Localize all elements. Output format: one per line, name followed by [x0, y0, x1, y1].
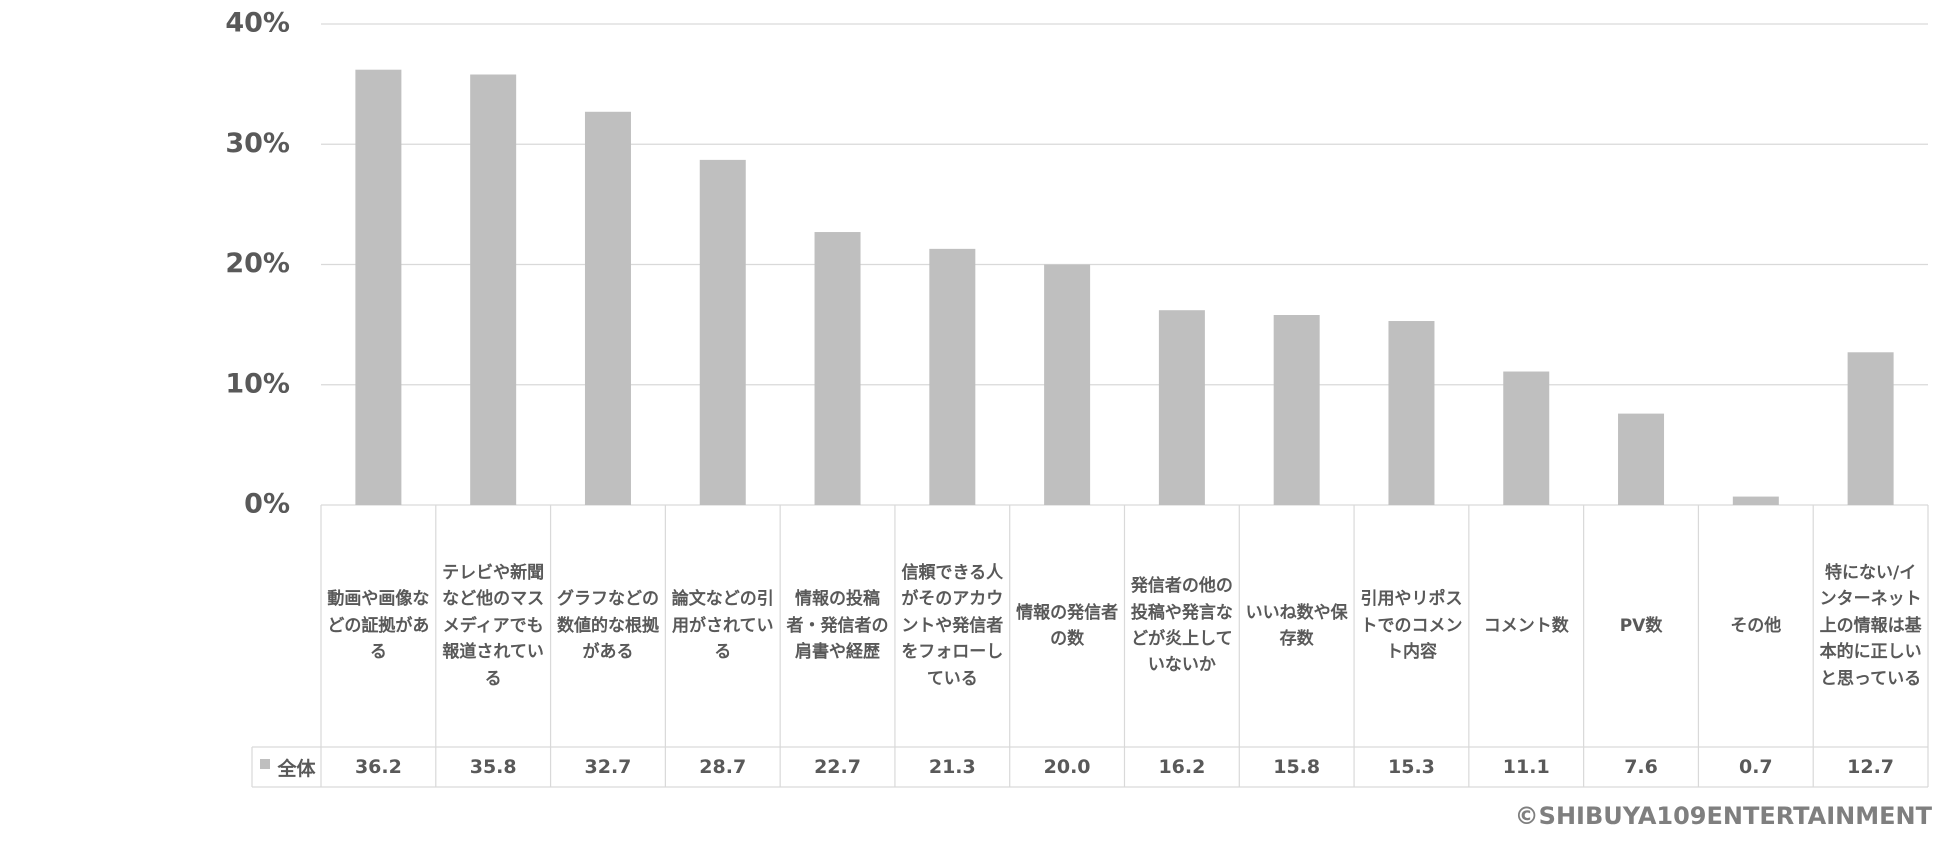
value-label: 28.7 — [699, 756, 747, 778]
y-tick-label: 40% — [225, 8, 290, 39]
bar — [1847, 352, 1894, 505]
value-label: 12.7 — [1847, 756, 1895, 778]
x-tick-label: 情報の発信者の数 — [1016, 602, 1119, 649]
x-tick-label: グラフなどの数値的な根拠がある — [556, 589, 659, 663]
bar — [814, 232, 861, 505]
bar — [355, 69, 402, 505]
bar — [1503, 371, 1550, 505]
x-tick-label: いいね数や保存数 — [1245, 602, 1348, 649]
x-tick-label: 動画や画像などの証拠がある — [327, 589, 430, 663]
x-tick-label: コメント数 — [1483, 615, 1569, 636]
value-label: 36.2 — [354, 756, 402, 778]
y-tick-label: 10% — [225, 368, 290, 399]
credit: ©SHIBUYA109ENTERTAINMENT — [1514, 802, 1932, 830]
bar — [1044, 264, 1091, 505]
x-tick-label: PV数 — [1619, 615, 1663, 636]
bar — [470, 74, 517, 505]
x-tick-label: 論文などの引用がされている — [671, 589, 774, 663]
bar — [699, 159, 746, 505]
value-label: 32.7 — [584, 756, 632, 778]
bar — [1618, 413, 1665, 505]
x-tick-label: 引用やリポストでのコメント内容 — [1360, 589, 1463, 663]
y-tick-label: 30% — [225, 128, 290, 159]
value-label: 21.3 — [928, 756, 976, 778]
x-tick-label: その他 — [1730, 615, 1782, 636]
bar — [929, 248, 976, 505]
value-label: 15.3 — [1388, 756, 1435, 778]
legend-label: 全体 — [277, 757, 316, 780]
x-tick-label: テレビや新聞など他のマスメディアでも報道されている — [442, 563, 545, 689]
x-tick-label: 信頼できる人がそのアカウントや発信者をフォローしている — [901, 563, 1004, 689]
value-label: 0.7 — [1738, 756, 1773, 778]
bar — [1388, 321, 1435, 505]
legend-swatch — [260, 759, 270, 769]
bar — [1732, 496, 1779, 505]
value-label: 35.8 — [469, 756, 517, 778]
bar — [1158, 310, 1205, 505]
bar — [584, 111, 631, 505]
x-tick-label: 情報の投稿者・発信者の肩書や経歴 — [786, 589, 889, 663]
y-tick-label: 0% — [244, 489, 290, 520]
value-label: 16.2 — [1158, 756, 1206, 778]
value-label: 7.6 — [1624, 756, 1658, 778]
bar — [1273, 315, 1320, 505]
value-label: 11.1 — [1502, 756, 1550, 778]
x-tick-label: 発信者の他の投稿や発言などが炎上していないか — [1130, 576, 1233, 676]
y-tick-label: 20% — [225, 248, 290, 279]
value-label: 20.0 — [1043, 756, 1091, 778]
x-tick-label: 特にない/インターネット上の情報は基本的に正しいと思っている — [1819, 563, 1922, 689]
value-label: 15.8 — [1273, 756, 1321, 778]
value-label: 22.7 — [814, 756, 861, 778]
